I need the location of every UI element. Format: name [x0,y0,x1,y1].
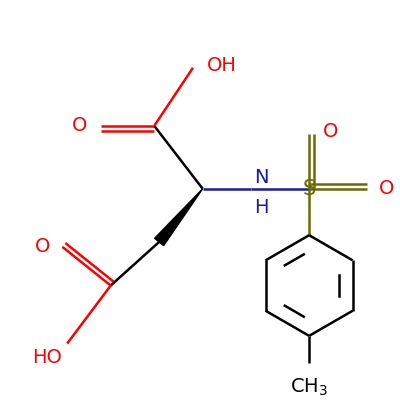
Polygon shape [155,189,203,246]
Text: N: N [254,168,268,187]
Text: CH$_3$: CH$_3$ [290,376,328,398]
Text: O: O [35,237,51,256]
Text: O: O [379,179,394,198]
Text: S: S [302,179,316,199]
Text: OH: OH [206,56,236,75]
Text: H: H [254,198,268,218]
Text: O: O [323,122,338,141]
Text: HO: HO [32,348,62,368]
Text: O: O [72,116,88,135]
